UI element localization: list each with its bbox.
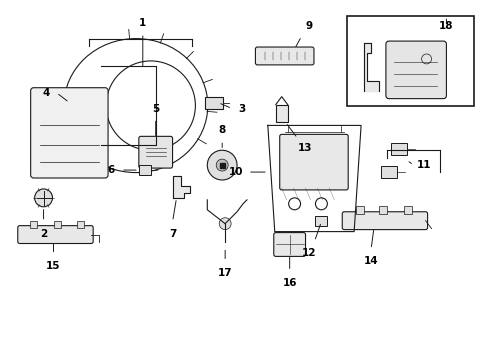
- Bar: [220, 163, 224, 168]
- Circle shape: [35, 189, 52, 207]
- FancyBboxPatch shape: [274, 233, 306, 256]
- Bar: [316, 216, 327, 226]
- Bar: [205, 96, 223, 109]
- FancyBboxPatch shape: [18, 226, 93, 243]
- Text: 17: 17: [218, 268, 232, 278]
- FancyBboxPatch shape: [255, 47, 314, 65]
- Text: 7: 7: [169, 229, 176, 239]
- Bar: [356, 206, 364, 214]
- Bar: [276, 105, 288, 122]
- FancyBboxPatch shape: [280, 134, 348, 190]
- FancyBboxPatch shape: [139, 136, 172, 168]
- Text: 9: 9: [306, 21, 313, 31]
- Circle shape: [216, 159, 228, 171]
- FancyBboxPatch shape: [31, 88, 108, 178]
- Text: 1: 1: [139, 18, 147, 28]
- Text: 15: 15: [46, 261, 61, 271]
- Bar: [54, 221, 61, 228]
- Text: 14: 14: [364, 256, 378, 266]
- Text: 13: 13: [298, 143, 313, 153]
- Bar: [381, 166, 397, 178]
- Text: 18: 18: [439, 21, 454, 31]
- Text: 10: 10: [229, 167, 244, 177]
- Bar: [347, 16, 474, 105]
- Text: 3: 3: [239, 104, 245, 113]
- FancyBboxPatch shape: [386, 41, 446, 99]
- Circle shape: [219, 218, 231, 230]
- Text: 5: 5: [152, 104, 159, 113]
- Text: 8: 8: [219, 125, 226, 135]
- Polygon shape: [172, 176, 191, 198]
- Text: 6: 6: [107, 165, 115, 175]
- Text: 12: 12: [302, 248, 317, 258]
- Bar: [391, 143, 407, 155]
- Bar: [404, 206, 412, 214]
- Bar: [379, 206, 387, 214]
- Bar: [30, 221, 37, 228]
- Text: 11: 11: [416, 160, 431, 170]
- Polygon shape: [364, 43, 379, 91]
- FancyBboxPatch shape: [342, 212, 428, 230]
- Text: 16: 16: [282, 278, 297, 288]
- Text: 2: 2: [40, 229, 47, 239]
- Circle shape: [207, 150, 237, 180]
- Text: 4: 4: [43, 88, 50, 98]
- Bar: [77, 221, 84, 228]
- Bar: [139, 165, 151, 175]
